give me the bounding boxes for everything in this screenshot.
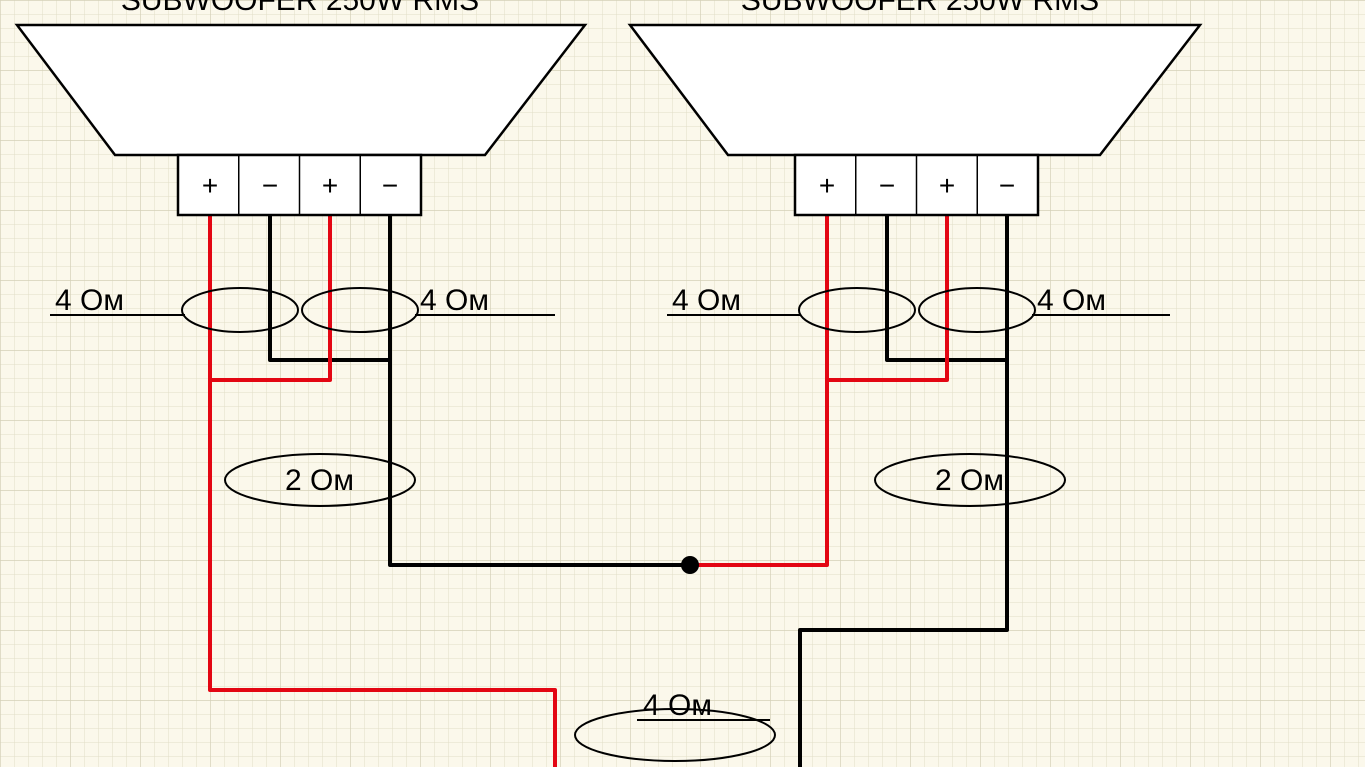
coil-impedance-label: 4 Ом bbox=[420, 284, 489, 317]
speaker-cone bbox=[17, 25, 585, 155]
final-impedance-label: 4 Ом bbox=[643, 689, 712, 722]
terminal-sign: + bbox=[819, 170, 835, 201]
terminal-sign: − bbox=[382, 170, 398, 201]
combined-impedance-label: 2 Ом bbox=[935, 464, 1004, 497]
terminal-sign: + bbox=[939, 170, 955, 201]
coil-impedance-label: 4 Ом bbox=[672, 284, 741, 317]
speaker-cone bbox=[630, 25, 1200, 155]
terminal-sign: + bbox=[202, 170, 218, 201]
terminal-sign: + bbox=[322, 170, 338, 201]
terminal-sign: − bbox=[879, 170, 895, 201]
junction-node bbox=[681, 556, 699, 574]
terminal-sign: − bbox=[999, 170, 1015, 201]
coil-impedance-label: 4 Ом bbox=[55, 284, 124, 317]
terminal-sign: − bbox=[262, 170, 278, 201]
combined-impedance-label: 2 Ом bbox=[285, 464, 354, 497]
coil-impedance-label: 4 Ом bbox=[1037, 284, 1106, 317]
subwoofer-title: SUBWOOFER 250W RMS bbox=[121, 0, 479, 17]
subwoofer-title: SUBWOOFER 250W RMS bbox=[741, 0, 1099, 17]
